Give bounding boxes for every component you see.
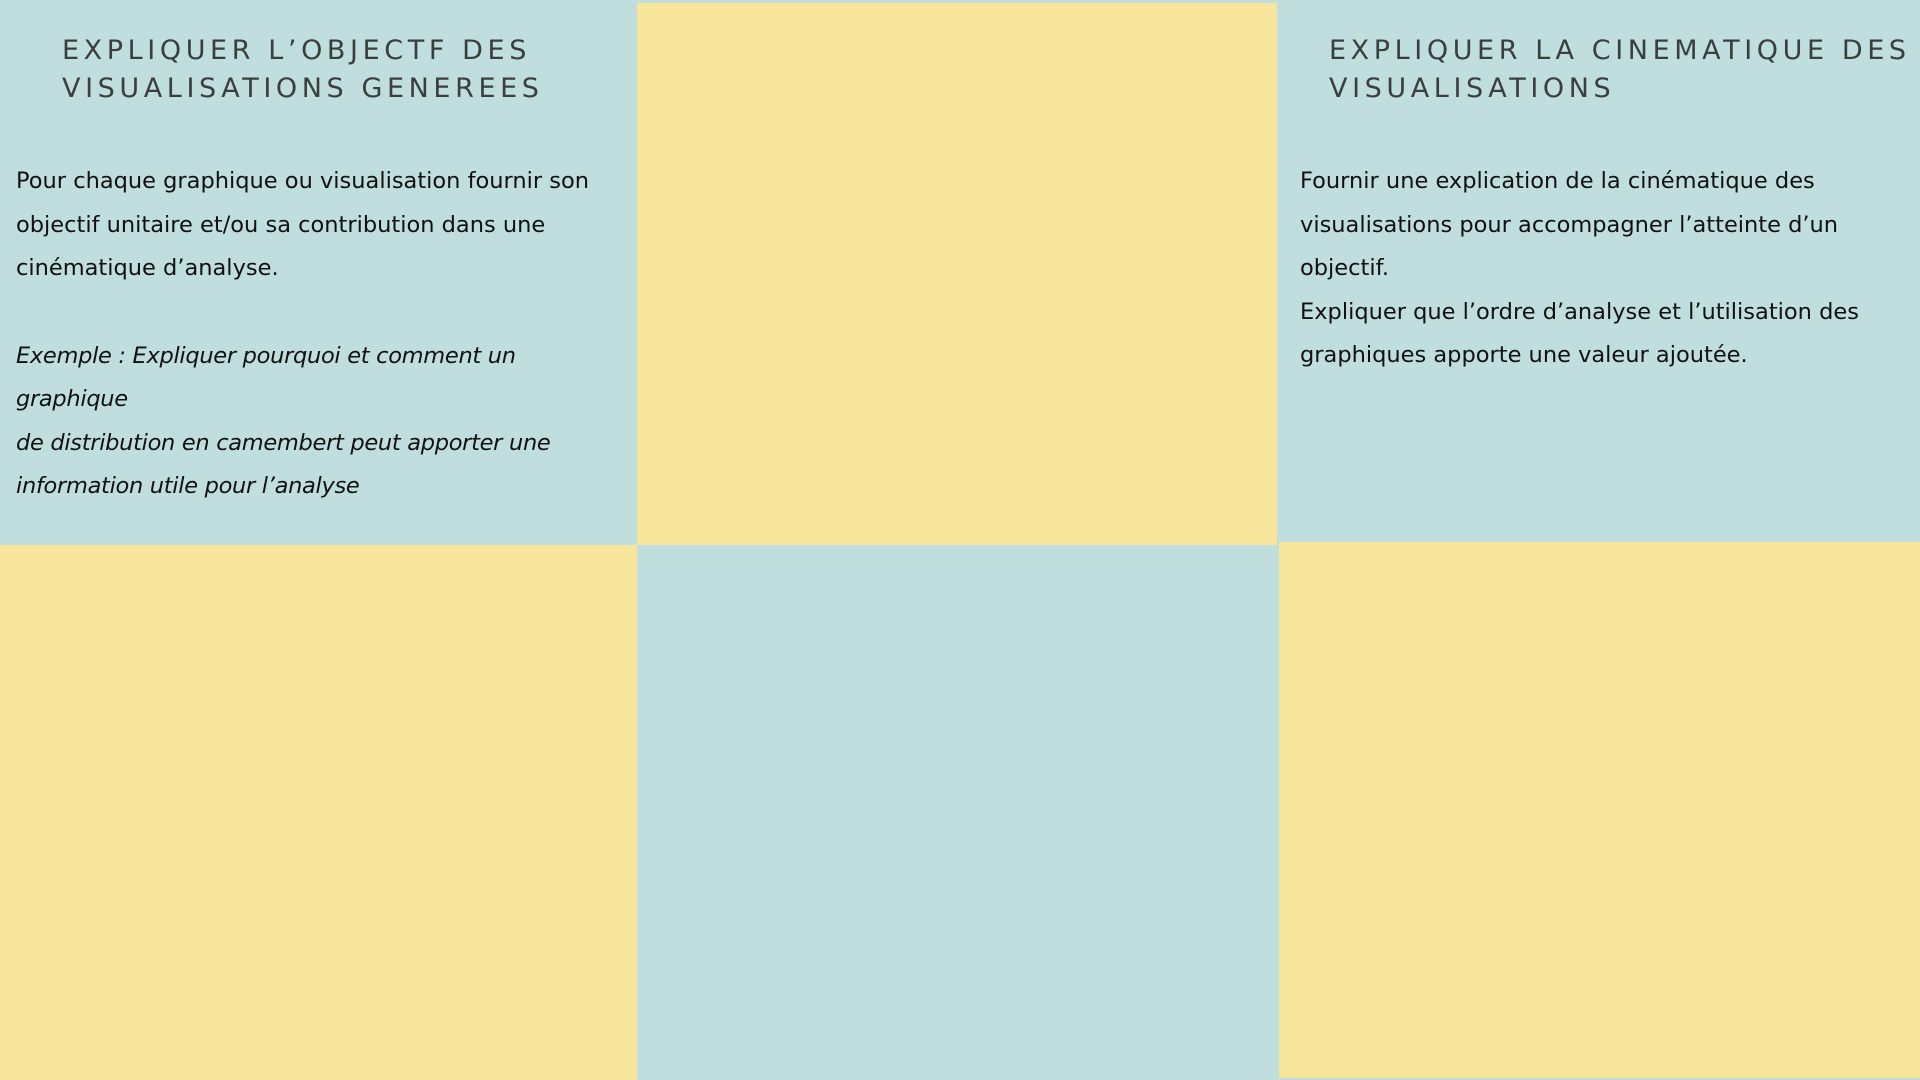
right-body-line: Fournir une explication de la cinématiqu… [1300,168,1815,194]
paragraph-spacer [16,291,626,335]
left-heading: EXPLIQUER L’OBJECTF DES VISUALISATIONS G… [62,32,632,108]
right-body-line: graphiques apporte une valeur ajoutée. [1300,342,1748,368]
left-body-line: cinématique d’analyse. [16,255,279,281]
left-heading-line2: VISUALISATIONS GENEREES [62,73,544,104]
panel-bottom-center [637,545,1279,1080]
panel-top-left [0,0,637,545]
right-heading: EXPLIQUER LA CINEMATIQUE DES VISUALISATI… [1329,32,1919,108]
left-body-line: objectif unitaire et/ou sa contribution … [16,211,546,238]
right-heading-line2: VISUALISATIONS [1329,73,1616,104]
left-example-line: de distribution en camembert peut apport… [16,429,551,456]
left-example-line: information utile pour l’analyse [16,473,360,499]
panel-bottom-right [1279,542,1920,1078]
panel-top-right [1277,0,1920,542]
panel-bottom-left [0,545,637,1080]
right-body-line: visualisations pour accompagner l’attein… [1300,211,1839,282]
left-body-line: Pour chaque graphique ou visualisation f… [16,168,590,194]
right-heading-line1: EXPLIQUER LA CINEMATIQUE DES [1329,35,1911,66]
right-body: Fournir une explication de la cinématiqu… [1300,160,1915,378]
panel-top-center [637,3,1277,545]
right-body-line: Expliquer que l’ordre d’analyse et l’uti… [1300,298,1859,325]
left-heading-line1: EXPLIQUER L’OBJECTF DES [62,35,531,66]
left-body: Pour chaque graphique ou visualisation f… [16,160,626,509]
left-example-line: Exemple : Expliquer pourquoi et comment … [16,342,516,413]
